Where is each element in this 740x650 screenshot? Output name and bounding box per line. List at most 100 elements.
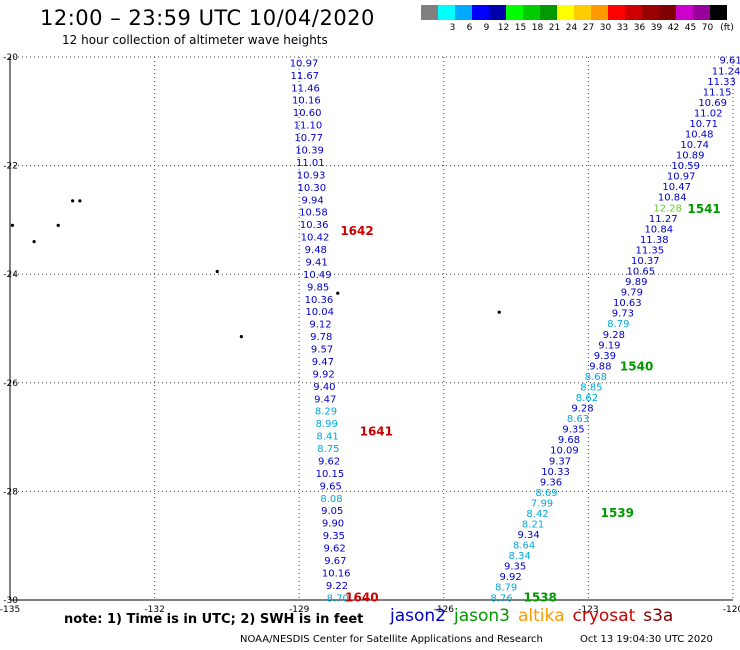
- wave-height-value: 8.69: [535, 488, 557, 499]
- legend-entry-s3a: s3a: [643, 606, 674, 626]
- wave-height-value: 10.89: [676, 151, 705, 162]
- wave-height-value: 9.67: [324, 556, 346, 567]
- island-marker: [56, 223, 60, 227]
- pass-labels: 1642 1641 1640 1541 1540 1539 1538: [340, 202, 720, 604]
- wave-height-value: 9.61: [719, 56, 740, 67]
- x-tick-label: -135: [0, 605, 20, 615]
- wave-height-value: 10.09: [550, 446, 579, 457]
- chart-subtitle: 12 hour collection of altimeter wave hei…: [62, 33, 328, 47]
- satellite-legend: jason2 jason3 altika cryosat s3a: [390, 606, 681, 626]
- wave-height-value: 8.21: [522, 520, 544, 531]
- wave-height-value: 9.57: [311, 345, 333, 356]
- wave-height-value: 8.64: [513, 541, 535, 552]
- x-tick-label: -123: [578, 605, 598, 615]
- y-tick-label: -26: [3, 379, 18, 389]
- legend-entry-cryosat: cryosat: [572, 606, 636, 626]
- colorbar-swatch: [489, 5, 506, 20]
- colorbar-swatch: [472, 5, 489, 20]
- wave-height-value: 10.16: [292, 96, 321, 107]
- colorbar-label: 12: [497, 23, 510, 33]
- colorbar-label: 27: [582, 23, 595, 33]
- wave-height-value: 10.93: [297, 170, 326, 181]
- units-note: note: 1) Time is in UTC; 2) SWH is in fe…: [64, 612, 364, 627]
- wave-height-value: 11.38: [640, 235, 669, 246]
- colorbar-label: 21: [548, 23, 561, 33]
- pass-number-label: 1641: [360, 425, 393, 439]
- colorbar-label: 15: [514, 23, 527, 33]
- wave-height-value: 8.34: [508, 551, 530, 562]
- colorbar-swatch: [642, 5, 659, 20]
- pass-number-label: 1540: [620, 360, 653, 374]
- y-tick-label: -30: [3, 596, 18, 606]
- x-tick-label: -120: [723, 605, 740, 615]
- colorbar-label: 33: [616, 23, 629, 33]
- wave-height-value: 9.36: [540, 477, 562, 488]
- wave-height-value: 11.46: [291, 83, 320, 94]
- wave-height-value: 9.39: [594, 351, 616, 362]
- pass-number-label: 1538: [523, 590, 556, 604]
- wave-height-value: 8.75: [317, 444, 339, 455]
- wave-height-value: 11.10: [294, 121, 323, 132]
- legend-entry-altika: altika: [518, 606, 565, 626]
- wave-height-value: 9.89: [625, 277, 647, 288]
- wave-height-value: 8.62: [576, 393, 598, 404]
- colorbar-swatch: [523, 5, 540, 20]
- y-tick-label: -28: [3, 487, 18, 497]
- wave-height-value: 10.77: [294, 133, 323, 144]
- wave-height-value: 9.28: [571, 404, 593, 415]
- wave-height-value: 11.02: [694, 108, 723, 119]
- y-tick-label: -20: [3, 53, 18, 63]
- wave-height-value: 8.79: [607, 319, 629, 330]
- plot-frame: [9, 57, 733, 601]
- wave-height-value: 11.35: [635, 245, 664, 256]
- wave-height-value: 11.67: [290, 71, 319, 82]
- wave-height-value: 8.68: [585, 372, 607, 383]
- y-tick-label: -24: [3, 270, 18, 280]
- legend-entry-jason2: jason2: [390, 606, 446, 626]
- colorbar-swatch: [608, 5, 625, 20]
- colorbar-swatch: [557, 5, 574, 20]
- wave-height-value: 9.22: [326, 581, 348, 592]
- wave-height-value: 9.62: [323, 544, 345, 555]
- colorbar-unit: (ft): [720, 23, 734, 33]
- wave-height-value: 9.92: [499, 572, 521, 583]
- wave-height-points: 10.9711.6711.4610.1610.6011.1010.7710.39…: [290, 56, 740, 605]
- wave-height-value: 10.42: [301, 233, 330, 244]
- wave-height-value: 9.05: [321, 506, 343, 517]
- wave-height-value: 9.35: [562, 425, 584, 436]
- colorbar-label: 24: [565, 23, 578, 33]
- chart-title: 12:00 – 23:59 UTC 10/04/2020: [40, 6, 375, 30]
- wave-height-value: 9.73: [612, 309, 634, 320]
- wave-height-value: 9.79: [621, 288, 643, 299]
- wave-height-value: 10.37: [631, 256, 660, 267]
- wave-height-value: 8.79: [495, 583, 517, 594]
- wave-height-value: 10.69: [698, 98, 727, 109]
- wave-height-value: 9.92: [313, 369, 335, 380]
- wave-height-value: 9.90: [322, 519, 344, 530]
- wave-height-value: 11.15: [703, 87, 732, 98]
- wave-height-value: 8.42: [526, 509, 548, 520]
- colorbar-swatch: [710, 5, 727, 20]
- wave-height-value: 9.35: [323, 531, 345, 542]
- colorbar-label: 6: [466, 23, 473, 33]
- wave-height-value: 11.33: [707, 77, 736, 88]
- wave-height-value: 9.85: [307, 282, 329, 293]
- wave-height-value: 10.36: [305, 295, 334, 306]
- wave-height-value: 10.65: [626, 267, 655, 278]
- wave-height-value: 10.60: [293, 108, 322, 119]
- wave-height-value: 8.76: [491, 593, 513, 604]
- wave-height-value: 9.19: [598, 340, 620, 351]
- wave-height-value: 9.35: [504, 562, 526, 573]
- colorbar-label: 9: [483, 23, 490, 33]
- colorbar-label: 3: [449, 23, 456, 33]
- wave-height-value: 11.01: [296, 158, 325, 169]
- colorbar-label: 36: [633, 23, 646, 33]
- wave-height-value: 8.08: [320, 494, 342, 505]
- wave-height-value: 9.34: [517, 530, 539, 541]
- wave-height-value: 10.30: [298, 183, 327, 194]
- colorbar-label: 45: [684, 23, 697, 33]
- wave-height-value: 8.85: [580, 382, 602, 393]
- generated-timestamp: Oct 13 19:04:30 UTC 2020: [580, 634, 713, 645]
- wave-height-value: 10.48: [685, 129, 714, 140]
- wave-height-value: 10.04: [305, 307, 334, 318]
